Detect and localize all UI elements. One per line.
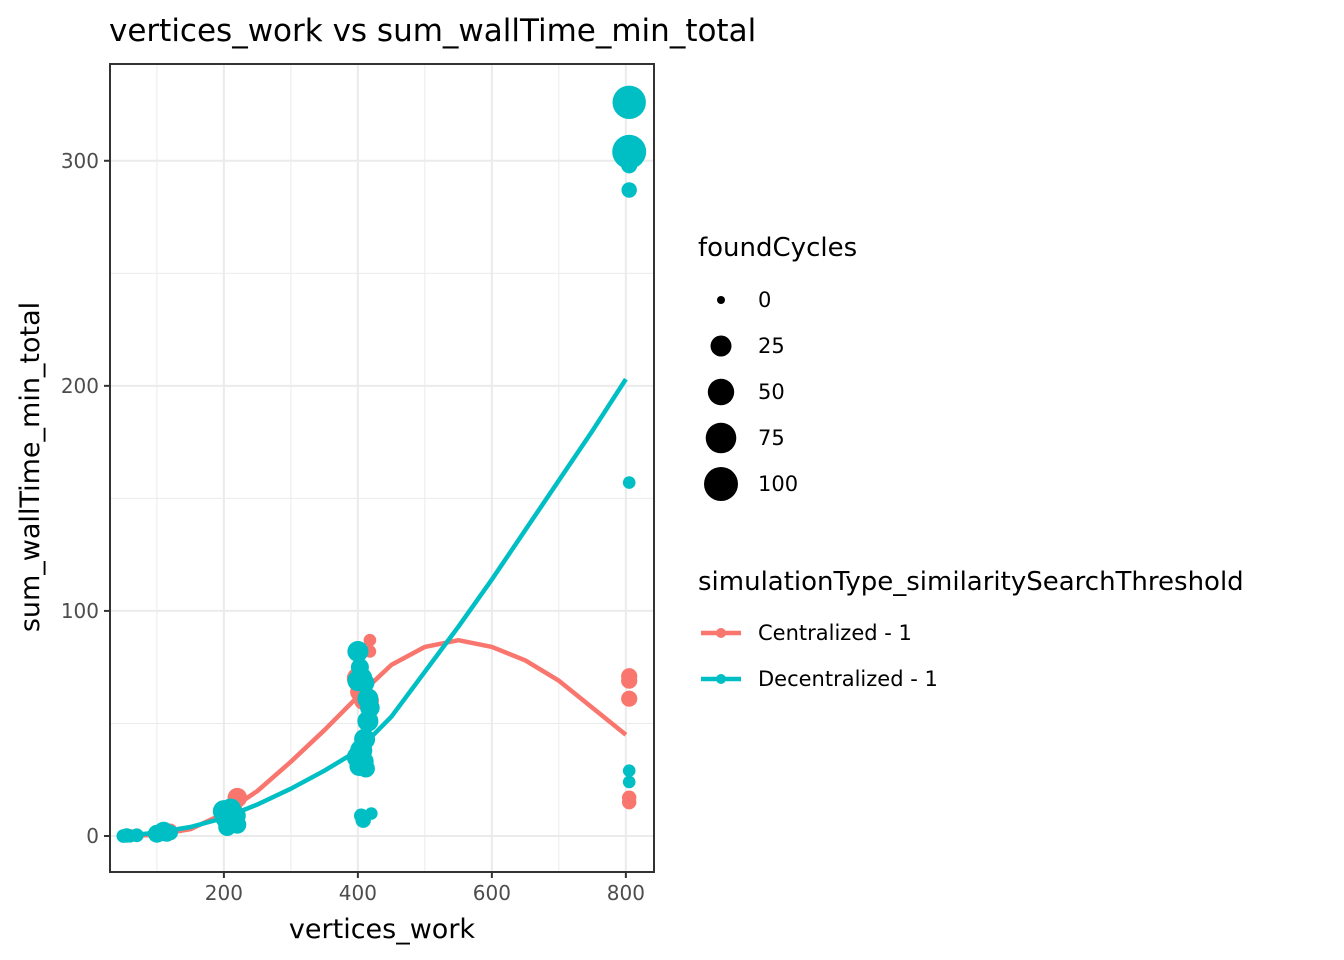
data-point-series-1 <box>621 182 637 198</box>
data-point-series-0 <box>621 690 638 707</box>
x-tick-label: 600 <box>473 881 511 905</box>
data-point-series-1 <box>612 85 646 120</box>
size-legend-key <box>704 467 738 501</box>
data-point-series-0 <box>621 672 638 689</box>
fit-line-series-1 <box>123 377 628 839</box>
data-point-series-1 <box>612 134 647 169</box>
panel-background <box>110 64 654 872</box>
color-legend-label: Centralized - 1 <box>758 621 912 645</box>
data-point-series-1 <box>622 775 636 789</box>
size-legend-title: foundCycles <box>698 233 857 263</box>
data-point-series-1 <box>622 476 636 489</box>
size-legend-label: 75 <box>758 426 785 450</box>
data-point-series-1 <box>356 759 375 778</box>
data-point-series-1 <box>228 815 247 834</box>
axes: 200 400 600 800 0 100 200 300 <box>61 63 655 905</box>
color-legend-label: Decentralized - 1 <box>758 667 938 691</box>
size-legend-entries: 0 25 50 75 100 <box>704 288 798 501</box>
color-legend-dot <box>716 628 726 638</box>
y-tick-label: 200 <box>61 374 99 398</box>
y-axis-title: sum_wallTime_min_total <box>15 302 46 632</box>
size-legend-label: 25 <box>758 334 785 358</box>
panel-border <box>109 63 655 873</box>
data-point-series-1 <box>357 710 379 732</box>
x-axis-title: vertices_work <box>289 914 476 945</box>
y-tick-label: 300 <box>61 149 99 173</box>
size-legend-key <box>717 296 725 304</box>
size-legend-label: 100 <box>758 472 798 496</box>
data-point-series-1 <box>621 157 638 174</box>
chart-title: vertices_work vs sum_wallTime_min_total <box>109 13 756 49</box>
size-legend-label: 0 <box>758 288 771 312</box>
data-point-series-1 <box>354 673 375 693</box>
data-point-series-1 <box>162 824 178 841</box>
color-legend-entries: Centralized - 1 Decentralized - 1 <box>701 621 938 691</box>
fit-lines <box>123 377 628 839</box>
size-legend-label: 50 <box>758 380 785 404</box>
data-point-series-1 <box>365 807 378 820</box>
data-point-series-1 <box>622 764 636 777</box>
legend: foundCycles 0 25 50 75 100 simulationType_si… <box>698 233 1244 691</box>
x-tick-label: 200 <box>205 881 243 905</box>
x-tick-label: 800 <box>607 881 645 905</box>
data-point-series-0 <box>622 795 637 810</box>
color-legend-dot <box>716 674 726 684</box>
y-tick-label: 0 <box>86 824 99 848</box>
color-legend-title: simulationType_similaritySearchThreshold <box>698 567 1244 597</box>
y-tick-label: 100 <box>61 599 99 623</box>
grid-lines <box>110 64 654 872</box>
plot-panel <box>110 64 654 872</box>
data-point-series-1 <box>129 828 144 843</box>
data-points <box>116 85 647 843</box>
x-tick-label: 400 <box>339 881 377 905</box>
data-point-series-0 <box>363 633 377 647</box>
size-legend-key <box>705 422 737 454</box>
size-legend-key <box>707 378 735 406</box>
size-legend-key <box>710 335 732 357</box>
data-point-series-1 <box>347 640 369 662</box>
